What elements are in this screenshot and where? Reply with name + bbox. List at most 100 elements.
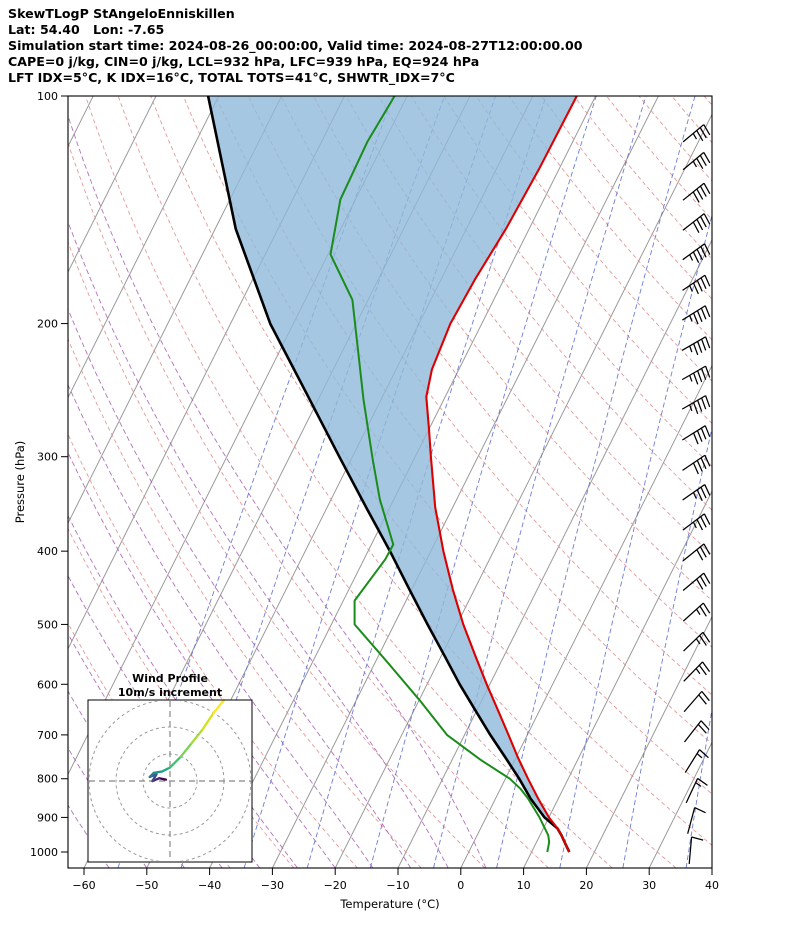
barb-feather xyxy=(696,549,704,561)
x-tick-label: 20 xyxy=(579,879,593,892)
chart-title: SkewTLogP StAngeloEnniskillen xyxy=(8,6,235,21)
barb-half-feather xyxy=(695,638,701,645)
barb-feather xyxy=(703,572,711,584)
isotherm-line xyxy=(711,866,712,868)
wind-barbs xyxy=(681,124,711,864)
barb-feather xyxy=(699,185,707,197)
wind-barb xyxy=(688,836,704,864)
barb-half-feather xyxy=(689,345,693,353)
barb-feather xyxy=(700,486,707,499)
moist-adiabat-line xyxy=(68,383,374,868)
x-tick-label: −10 xyxy=(386,879,409,892)
isotherm-line xyxy=(648,741,712,868)
barb-feather xyxy=(697,723,707,734)
plot-frame xyxy=(67,95,713,869)
barb-feather xyxy=(700,516,707,528)
barb-half-feather xyxy=(696,753,703,759)
hodograph-subtitle: 10m/s increment xyxy=(118,686,222,699)
barb-feather xyxy=(701,368,707,380)
barb-feather xyxy=(698,694,707,705)
wind-barb xyxy=(683,690,710,713)
lat-lon-line: Lat: 54.40 Lon: -7.65 xyxy=(8,21,165,37)
mixing-ratio-line xyxy=(496,96,696,868)
barb-staff xyxy=(682,274,706,291)
x-tick-label: −30 xyxy=(261,879,284,892)
barb-staff xyxy=(683,631,704,652)
y-tick-label: 800 xyxy=(37,773,58,786)
barb-half-feather xyxy=(689,404,693,412)
hodograph-trace-segment xyxy=(168,755,182,769)
barb-staff xyxy=(682,124,705,143)
barb-feather xyxy=(700,216,707,228)
wind-barb xyxy=(683,720,710,743)
barb-feather xyxy=(693,402,699,415)
dewpoint-curve xyxy=(329,96,551,853)
barb-feather xyxy=(699,155,707,167)
barb-feather xyxy=(700,720,710,731)
barb-feather xyxy=(694,807,706,814)
barb-feather xyxy=(696,310,703,322)
x-tick-label: 0 xyxy=(457,879,464,892)
wind-barb xyxy=(683,631,711,652)
indices-line1: CAPE=0 j/kg, CIN=0 j/kg, LCL=932 hPa, LF… xyxy=(8,53,480,69)
barb-feather xyxy=(699,575,707,587)
barb-feather xyxy=(692,251,700,263)
wind-barb xyxy=(684,749,709,773)
x-tick-label: 40 xyxy=(705,879,719,892)
barb-feather xyxy=(704,274,711,287)
barb-half-feather xyxy=(692,521,697,529)
barb-feather xyxy=(702,631,711,643)
y-axis-title: Pressure (hPa) xyxy=(13,441,27,524)
barb-feather xyxy=(701,397,707,410)
barb-feather xyxy=(699,546,707,558)
dry-adiabat-line xyxy=(68,240,486,868)
barb-feather xyxy=(696,519,704,531)
hodograph-plot xyxy=(89,698,251,861)
dry-adiabat-line xyxy=(540,96,712,300)
indices-line2: LFT IDX=5°C, K IDX=16°C, TOTAL TOTS=41°C… xyxy=(8,69,455,85)
shade-polygon xyxy=(208,96,577,852)
barb-feather xyxy=(697,400,703,412)
barb-feather xyxy=(696,280,703,292)
wind-barb xyxy=(682,543,711,562)
x-tick-label: 10 xyxy=(517,879,531,892)
x-tick-label: −60 xyxy=(72,879,95,892)
barb-half-feather xyxy=(692,492,697,499)
wind-barb xyxy=(682,602,711,622)
wind-barb xyxy=(682,513,711,531)
barb-feather xyxy=(700,457,707,470)
x-tick-label: −40 xyxy=(198,879,221,892)
wind-barb xyxy=(682,274,711,295)
barb-feather xyxy=(697,341,703,353)
barb-feather xyxy=(699,605,707,617)
barb-feather xyxy=(697,777,708,786)
barb-feather xyxy=(696,157,704,170)
barb-feather xyxy=(700,246,707,258)
barb-staff xyxy=(684,749,701,773)
dry-adiabat-line xyxy=(443,96,712,425)
barb-feather xyxy=(696,188,704,200)
wind-barb xyxy=(682,454,711,475)
y-tick-label: 1000 xyxy=(30,846,58,859)
barb-feather xyxy=(692,191,700,203)
barb-feather xyxy=(696,578,704,590)
dry-adiabat-line xyxy=(85,96,613,868)
barb-feather xyxy=(692,312,699,325)
mixing-ratio-line xyxy=(433,96,647,868)
barb-half-feather xyxy=(692,160,698,168)
wind-barb xyxy=(682,243,711,263)
dry-adiabat-line xyxy=(68,141,549,868)
x-tick-label: −20 xyxy=(324,879,347,892)
barb-feather xyxy=(700,427,707,440)
sim-time-line: Simulation start time: 2024-08-26_00:00:… xyxy=(8,37,583,53)
dry-adiabat-line xyxy=(68,337,422,868)
barb-feather xyxy=(699,749,709,759)
isotherm-line xyxy=(68,96,157,274)
mixing-ratio-line xyxy=(369,96,597,868)
barb-feather xyxy=(704,484,711,496)
barb-half-feather xyxy=(689,375,693,382)
hodograph-trace-segment xyxy=(160,766,172,773)
y-tick-label: 500 xyxy=(37,618,58,631)
barb-feather xyxy=(705,395,711,408)
